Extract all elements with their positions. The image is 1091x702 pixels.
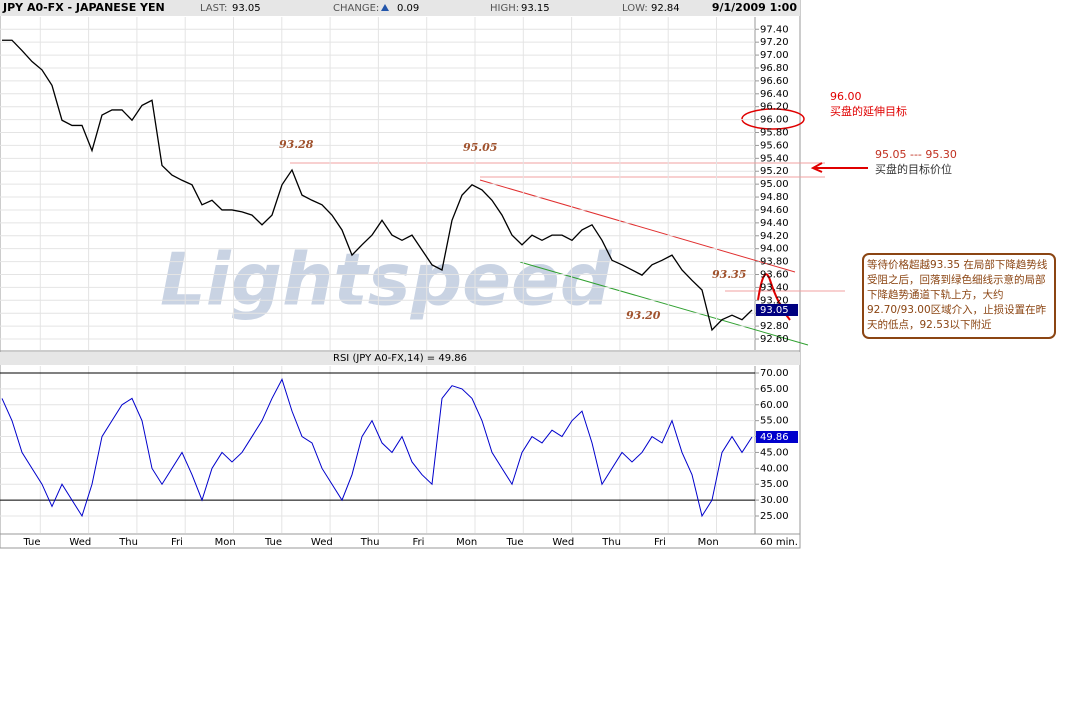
y-tick-label: 94.80 bbox=[760, 192, 789, 203]
y-tick-label: 92.60 bbox=[760, 334, 789, 345]
y-tick-label: 60.00 bbox=[760, 400, 789, 411]
y-tick-label: 45.00 bbox=[760, 447, 789, 458]
last: 93.05 bbox=[232, 3, 261, 14]
y-tick-label: 25.00 bbox=[760, 511, 789, 522]
x-tick-label: Wed bbox=[552, 537, 574, 548]
change: 0.09 bbox=[397, 3, 419, 14]
channel-line bbox=[519, 261, 809, 346]
low-label: LOW: bbox=[622, 3, 648, 14]
y-tick-label: 35.00 bbox=[760, 479, 789, 490]
last-value: 49.86 bbox=[760, 432, 789, 443]
high-label: HIGH: bbox=[490, 3, 519, 14]
rsi-title-bar bbox=[0, 352, 800, 365]
y-tick-label: 96.00 bbox=[760, 115, 789, 126]
line-series bbox=[2, 39, 753, 332]
y-tick-label: 40.00 bbox=[760, 463, 789, 474]
annotation: 93.20 bbox=[626, 309, 661, 322]
strategy-note: 等待价格超越93.35 在局部下降趋势线受阻之后，回落到绿色细线示意的局部下降趋… bbox=[862, 253, 1056, 339]
target-ellipse bbox=[741, 108, 805, 130]
y-tick-label: 93.80 bbox=[760, 257, 789, 268]
x-tick-label: Wed bbox=[311, 537, 333, 548]
line-series bbox=[1, 378, 753, 518]
y-tick-label: 95.80 bbox=[760, 128, 789, 139]
x-unit-label: 60 min. bbox=[760, 537, 798, 548]
y-tick-label: 97.20 bbox=[760, 37, 789, 48]
y-tick-label: 70.00 bbox=[760, 368, 789, 379]
y-tick-label: 95.20 bbox=[760, 166, 789, 177]
note-text: 买盘的目标价位 bbox=[875, 162, 952, 176]
header-bar bbox=[0, 0, 800, 16]
trend-line bbox=[479, 179, 796, 273]
x-tick-label: Mon bbox=[456, 537, 477, 548]
y-tick-label: 93.60 bbox=[760, 269, 789, 280]
high: 93.15 bbox=[521, 3, 550, 14]
x-tick-label: Thu bbox=[360, 537, 380, 548]
y-tick-label: 94.00 bbox=[760, 244, 789, 255]
y-tick-label: 94.40 bbox=[760, 218, 789, 229]
y-tick-label: 93.40 bbox=[760, 282, 789, 293]
y-tick-label: 94.60 bbox=[760, 205, 789, 216]
low: 92.84 bbox=[651, 3, 680, 14]
rsi-title: RSI (JPY A0-FX,14) = 49.86 bbox=[333, 353, 467, 364]
y-tick-label: 55.00 bbox=[760, 416, 789, 427]
note-price: 96.00 bbox=[830, 90, 862, 103]
annotation: 93.28 bbox=[279, 138, 314, 151]
watermark: Lightspeed bbox=[160, 238, 613, 322]
annotation: 93.35 bbox=[712, 268, 746, 281]
arrow bbox=[810, 162, 868, 173]
y-tick-label: 95.40 bbox=[760, 153, 789, 164]
x-tick-label: Wed bbox=[69, 537, 91, 548]
x-tick-label: Fri bbox=[171, 537, 183, 548]
last-value-box bbox=[756, 430, 798, 443]
x-tick-label: Tue bbox=[264, 537, 282, 548]
x-tick-label: Fri bbox=[654, 537, 666, 548]
y-tick-label: 96.60 bbox=[760, 76, 789, 87]
y-tick-label: 97.40 bbox=[760, 24, 789, 35]
last-value: 93.05 bbox=[760, 305, 789, 316]
x-tick-label: Thu bbox=[118, 537, 138, 548]
annotation: 95.05 bbox=[463, 141, 497, 154]
x-tick-label: Mon bbox=[215, 537, 236, 548]
last-label: LAST: bbox=[200, 3, 227, 14]
y-tick-label: 96.20 bbox=[760, 102, 789, 113]
x-tick-label: Thu bbox=[601, 537, 621, 548]
y-tick-label: 96.80 bbox=[760, 63, 789, 74]
y-tick-label: 96.40 bbox=[760, 89, 789, 100]
up-arrow bbox=[381, 4, 389, 11]
y-tick-label: 95.60 bbox=[760, 140, 789, 151]
x-tick-label: Fri bbox=[412, 537, 424, 548]
y-tick-label: 92.80 bbox=[760, 321, 789, 332]
y-tick-label: 94.20 bbox=[760, 231, 789, 242]
y-tick-label: 65.00 bbox=[760, 384, 789, 395]
x-tick-label: Mon bbox=[698, 537, 719, 548]
note-range: 95.05 --- 95.30 bbox=[875, 148, 957, 161]
x-tick-label: Tue bbox=[22, 537, 40, 548]
change-label: CHANGE: bbox=[333, 3, 379, 14]
x-tick-label: Tue bbox=[505, 537, 523, 548]
note-text: 买盘的延伸目标 bbox=[830, 104, 907, 118]
last-value-box bbox=[756, 303, 798, 316]
symbol: JPY A0-FX - JAPANESE YEN bbox=[2, 1, 165, 14]
y-tick-label: 95.00 bbox=[760, 179, 789, 190]
datetime: 9/1/2009 1:00 bbox=[712, 1, 797, 14]
y-tick-label: 30.00 bbox=[760, 495, 789, 506]
y-tick-label: 97.00 bbox=[760, 50, 789, 61]
y-tick-label: 93.20 bbox=[760, 295, 789, 306]
